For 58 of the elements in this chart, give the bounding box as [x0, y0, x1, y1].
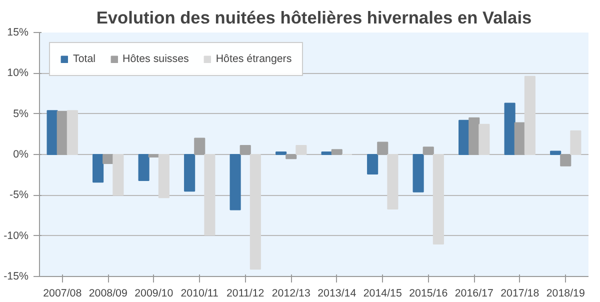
bar — [112, 154, 124, 196]
x-tick-label: 2016/17 — [454, 288, 494, 300]
y-tick-label: 15% — [7, 26, 30, 38]
bar — [148, 154, 160, 158]
bar — [230, 154, 241, 210]
bar — [92, 154, 104, 183]
x-tick-label: 2012/13 — [272, 288, 310, 300]
bar — [524, 76, 536, 155]
x-tick-label: 2014/15 — [363, 288, 402, 300]
bar — [240, 145, 251, 155]
bar — [468, 117, 480, 155]
chart-title: Evolution des nuitées hôtelières hivernales en Valais — [96, 8, 532, 28]
bar — [412, 154, 424, 192]
y-tick-label: 10% — [7, 67, 30, 80]
x-tick-label: 2009/10 — [134, 288, 174, 300]
x-tick-label: 2008/09 — [88, 288, 128, 300]
bar — [560, 154, 572, 166]
legend-label: Hôtes étrangers — [216, 53, 292, 65]
legend-label: Total — [73, 53, 96, 65]
bar — [432, 154, 444, 244]
bar — [286, 154, 297, 160]
x-tick-label: 2007/08 — [43, 288, 82, 300]
bar — [56, 110, 68, 155]
bar — [387, 154, 398, 210]
bar — [184, 154, 196, 192]
bar — [102, 154, 114, 164]
bar — [250, 154, 261, 270]
x-tick-label: 2018/19 — [546, 288, 585, 300]
bar — [66, 110, 78, 155]
x-tick-label: 2015/16 — [409, 288, 448, 300]
bar — [514, 122, 526, 155]
bar — [46, 110, 58, 155]
x-tick-label: 2017/18 — [500, 288, 540, 300]
bar — [458, 120, 470, 155]
bar — [331, 149, 342, 155]
y-tick-label: 5% — [13, 108, 30, 120]
bar — [377, 142, 388, 155]
bar — [194, 138, 206, 155]
bar — [422, 146, 434, 155]
y-tick-label: -10% — [4, 230, 30, 242]
bar — [158, 154, 170, 198]
y-tick-label: 0% — [13, 148, 30, 160]
bar — [296, 145, 307, 155]
bar — [321, 152, 332, 155]
bar — [367, 154, 378, 175]
bar — [276, 152, 287, 155]
y-tick-label: -15% — [4, 270, 30, 282]
bar — [204, 154, 216, 236]
bar — [138, 154, 150, 182]
x-tick-label: 2011/12 — [226, 288, 264, 300]
legend-label: Hôtes suisses — [122, 53, 189, 65]
bar — [504, 102, 516, 155]
bar — [550, 150, 562, 155]
bar — [478, 124, 490, 155]
x-tick-label: 2013/14 — [318, 288, 356, 300]
x-tick-label: 2010/11 — [180, 288, 219, 300]
bar — [570, 130, 582, 155]
y-tick-label: -5% — [10, 189, 30, 202]
